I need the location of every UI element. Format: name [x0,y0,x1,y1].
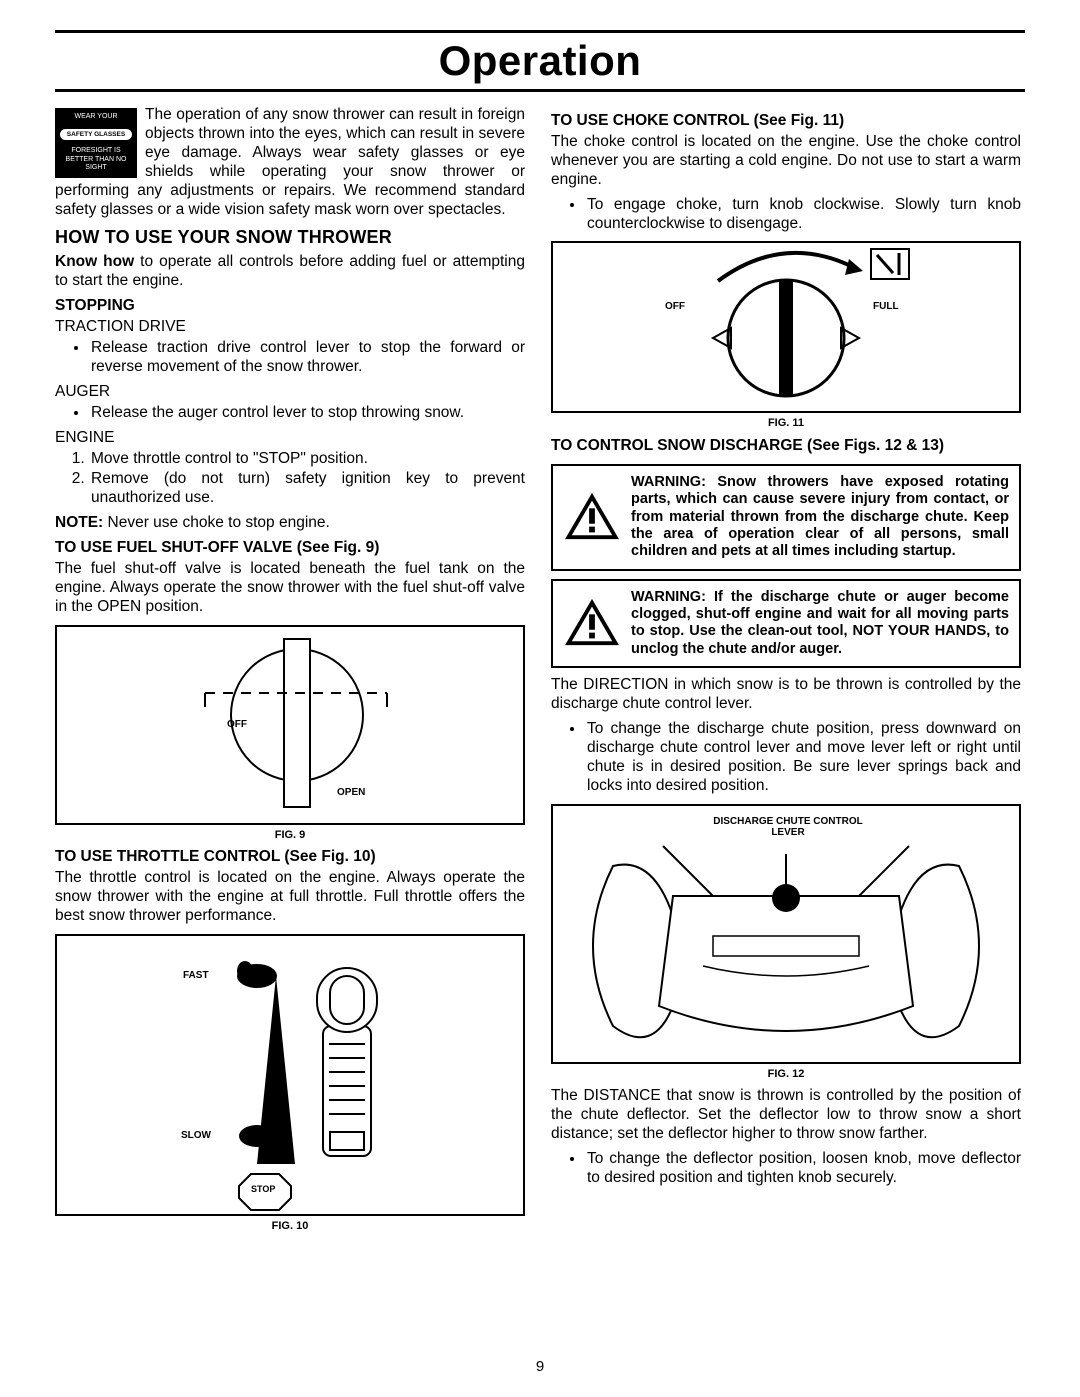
traction-hdr: TRACTION DRIVE [55,318,525,337]
auger-hdr: AUGER [55,383,525,402]
safety-badge: WEAR YOUR SAFETY GLASSES FORESIGHT IS BE… [55,108,137,178]
note-lead: NOTE: [55,514,103,531]
fig9-label: FIG. 9 [55,829,525,842]
stopping-hdr: STOPPING [55,297,525,316]
throttle-text: The throttle control is located on the e… [55,869,525,926]
figure-12: DISCHARGE CHUTE CONTROL LEVER [551,804,1021,1064]
warning-icon [563,491,621,543]
fig11-label: FIG. 11 [551,417,1021,430]
figure-10: FAST SLOW STOP [55,934,525,1216]
engine-step-1: Move throttle control to "STOP" position… [89,450,525,469]
fig10-fast: FAST [183,970,209,982]
fig10-stop: STOP [251,1184,275,1195]
direction-bullet: To change the discharge chute position, … [585,720,1021,796]
warning-1-text: WARNING: Snow throwers have exposed rota… [631,474,1009,561]
know-how-lead: Know how [55,253,134,270]
rule-top [55,30,1025,33]
choke-text: The choke control is located on the engi… [551,133,1021,190]
warning-icon [563,597,621,649]
fig12-callout: DISCHARGE CHUTE CONTROL LEVER [713,816,863,838]
fig11-svg [553,243,1019,411]
left-column: WEAR YOUR SAFETY GLASSES FORESIGHT IS BE… [55,106,525,1239]
fuel-hdr: TO USE FUEL SHUT-OFF VALVE (See Fig. 9) [55,539,525,558]
fig11-off: OFF [665,301,685,313]
fuel-text: The fuel shut-off valve is located benea… [55,560,525,617]
auger-bullet: Release the auger control lever to stop … [89,404,525,423]
badge-line3: FORESIGHT IS BETTER THAN NO SIGHT [60,147,132,173]
warning-box-2: WARNING: If the discharge chute or auger… [551,579,1021,669]
warning-2-text: WARNING: If the discharge chute or auger… [631,589,1009,659]
badge-line1: WEAR YOUR [60,113,132,122]
fig9-svg [57,627,523,823]
fig9-open: OPEN [337,787,365,799]
figure-11: OFF FULL [551,241,1021,413]
columns: WEAR YOUR SAFETY GLASSES FORESIGHT IS BE… [55,106,1025,1239]
direction-text: The DIRECTION in which snow is to be thr… [551,676,1021,714]
fig10-label: FIG. 10 [55,1220,525,1233]
traction-bullet: Release traction drive control lever to … [89,339,525,377]
note-text: NOTE: Never use choke to stop engine. [55,514,525,533]
throttle-hdr: TO USE THROTTLE CONTROL (See Fig. 10) [55,848,525,867]
engine-step-2: Remove (do not turn) safety ignition key… [89,470,525,508]
note-body: Never use choke to stop engine. [103,514,330,531]
rule-bottom [55,89,1025,92]
fig11-full: FULL [873,301,899,313]
choke-hdr: TO USE CHOKE CONTROL (See Fig. 11) [551,112,1021,131]
choke-bullet: To engage choke, turn knob clockwise. Sl… [585,196,1021,234]
fig12-label: FIG. 12 [551,1068,1021,1081]
fig10-slow: SLOW [181,1130,211,1142]
engine-hdr: ENGINE [55,429,525,448]
right-column: TO USE CHOKE CONTROL (See Fig. 11) The c… [551,106,1021,1239]
page-number: 9 [536,1358,544,1375]
distance-text: The DISTANCE that snow is thrown is cont… [551,1087,1021,1144]
how-to-heading: HOW TO USE YOUR SNOW THROWER [55,227,525,249]
badge-line2: SAFETY GLASSES [60,129,132,141]
distance-bullet: To change the deflector position, loosen… [585,1150,1021,1188]
know-how-text: Know how to operate all controls before … [55,253,525,291]
discharge-hdr: TO CONTROL SNOW DISCHARGE (See Figs. 12 … [551,437,1021,456]
warning-box-1: WARNING: Snow throwers have exposed rota… [551,464,1021,571]
fig9-off: OFF [227,719,247,731]
fig10-svg [57,936,523,1214]
page-title: Operation [55,35,1025,87]
fig12-svg [553,806,1019,1062]
figure-9: OFF OPEN [55,625,525,825]
